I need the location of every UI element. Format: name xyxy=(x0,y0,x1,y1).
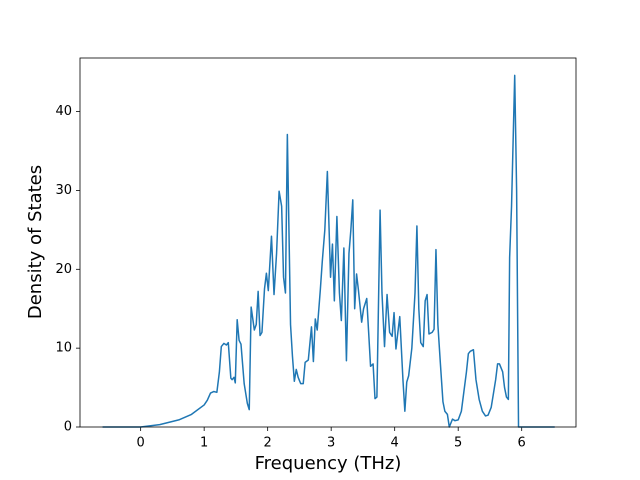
x-tick-label: 6 xyxy=(518,436,526,451)
y-tick-label: 20 xyxy=(55,262,72,277)
x-tick-label: 1 xyxy=(200,436,208,451)
y-tick-label: 40 xyxy=(55,104,72,119)
x-axis-label: Frequency (THz) xyxy=(255,453,402,474)
y-axis-label: Density of States xyxy=(25,165,46,319)
x-tick-label: 4 xyxy=(391,436,399,451)
x-tick-label: 0 xyxy=(137,436,145,451)
y-tick-label: 0 xyxy=(64,420,72,435)
y-tick-label: 10 xyxy=(55,341,72,356)
x-tick-label: 5 xyxy=(454,436,462,451)
line-series xyxy=(102,74,555,428)
plot-frame xyxy=(79,57,577,428)
x-tick-label: 3 xyxy=(327,436,335,451)
y-tick-label: 30 xyxy=(55,183,72,198)
x-tick-label: 2 xyxy=(264,436,272,451)
